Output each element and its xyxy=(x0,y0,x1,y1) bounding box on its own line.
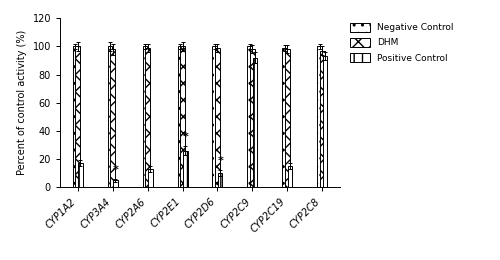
Bar xyxy=(215,48,220,187)
Text: *: * xyxy=(218,156,223,166)
Bar xyxy=(322,56,328,187)
Bar xyxy=(180,46,185,187)
Text: *: * xyxy=(182,132,188,142)
Bar xyxy=(76,46,80,187)
Bar xyxy=(178,46,182,187)
Bar xyxy=(148,169,152,187)
Text: *: * xyxy=(112,165,118,174)
Bar xyxy=(282,48,287,187)
Bar xyxy=(110,49,115,187)
Bar xyxy=(142,46,147,187)
Bar xyxy=(218,173,222,187)
Bar xyxy=(108,46,112,187)
Bar xyxy=(212,46,217,187)
Y-axis label: Percent of control activity (%): Percent of control activity (%) xyxy=(17,30,27,175)
Bar xyxy=(318,46,322,187)
Bar xyxy=(248,46,252,187)
Bar xyxy=(288,166,292,187)
Bar xyxy=(72,46,78,187)
Bar xyxy=(320,51,324,187)
Legend: Negative Control, DHM, Positive Control: Negative Control, DHM, Positive Control xyxy=(350,23,454,63)
Bar xyxy=(113,180,117,187)
Bar xyxy=(250,49,254,187)
Bar xyxy=(78,163,82,187)
Bar xyxy=(253,58,258,187)
Bar xyxy=(285,49,290,187)
Bar xyxy=(183,151,188,187)
Bar xyxy=(146,48,150,187)
